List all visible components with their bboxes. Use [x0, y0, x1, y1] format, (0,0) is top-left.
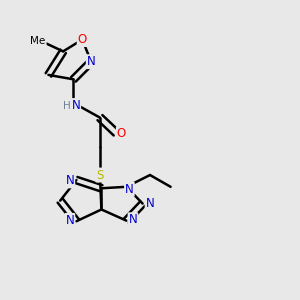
- Text: N: N: [65, 214, 74, 227]
- Text: H: H: [63, 101, 71, 111]
- Text: N: N: [65, 174, 74, 188]
- Text: N: N: [71, 99, 80, 112]
- Text: N: N: [125, 183, 134, 196]
- Text: N: N: [87, 55, 95, 68]
- Text: O: O: [78, 33, 87, 46]
- Text: N: N: [146, 197, 154, 210]
- Text: S: S: [96, 169, 103, 182]
- Text: Me: Me: [31, 36, 46, 46]
- Text: N: N: [128, 213, 137, 226]
- Text: O: O: [117, 127, 126, 140]
